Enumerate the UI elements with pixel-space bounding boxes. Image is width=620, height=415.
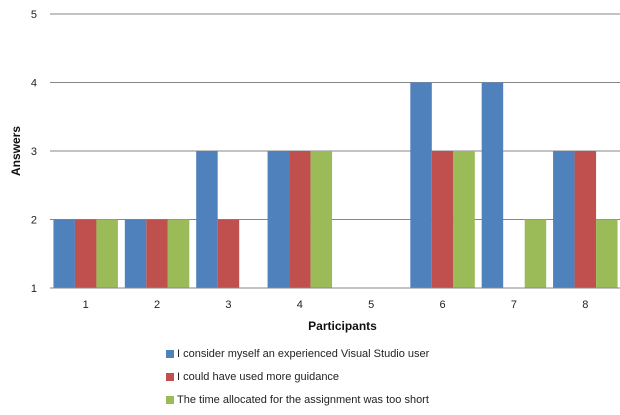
x-tick-label: 4 — [297, 299, 303, 311]
x-tick-label: 8 — [582, 299, 588, 311]
legend-swatch-series-2 — [166, 372, 174, 381]
legend-swatch-series-3 — [166, 395, 174, 404]
y-tick-labels: 1 2 3 4 5 — [31, 9, 37, 295]
x-tick-label: 5 — [368, 299, 374, 311]
bar-series-2-participant-6 — [431, 151, 454, 288]
bar-series-3-participant-4 — [310, 151, 333, 288]
x-tick-label: 7 — [511, 299, 517, 311]
bar-series-1-participant-4 — [267, 151, 290, 288]
bar-series-1-participant-6 — [410, 82, 432, 288]
bar-series-3-participant-2 — [167, 219, 190, 288]
x-tick-label: 2 — [154, 299, 160, 311]
x-tick-label: 6 — [440, 299, 446, 311]
legend-label-series-2: I could have used more guidance — [177, 370, 340, 383]
legend-swatch-series-1 — [166, 349, 174, 358]
bar-series-1-participant-8 — [553, 151, 575, 288]
bar-series-3-participant-1 — [96, 219, 118, 288]
bar-series-1-participant-7 — [481, 82, 504, 288]
bar-series-1-participant-3 — [196, 151, 218, 288]
bar-series-3-participant-6 — [453, 151, 475, 288]
x-tick-labels: 1 2 3 4 5 6 7 8 — [83, 299, 589, 311]
x-tick-label: 3 — [225, 299, 231, 311]
legend-label-series-1: I consider myself an experienced Visual … — [177, 347, 430, 360]
y-tick-label: 1 — [31, 283, 37, 295]
legend-item-series-2: I could have used more guidance — [166, 369, 606, 384]
bar-series-2-participant-1 — [74, 219, 97, 288]
legend-label-series-3: The time allocated for the assignment wa… — [177, 393, 429, 406]
y-tick-label: 5 — [31, 9, 37, 21]
y-tick-label: 4 — [31, 78, 37, 90]
bar-series-2-participant-4 — [289, 151, 311, 288]
y-axis-title: Answers — [9, 126, 23, 176]
bar-series-3-participant-7 — [524, 219, 547, 288]
y-tick-label: 2 — [31, 215, 37, 227]
y-tick-label: 3 — [31, 146, 37, 158]
legend-item-series-3: The time allocated for the assignment wa… — [166, 392, 606, 407]
gridlines — [50, 13, 620, 220]
bar-series-1-participant-2 — [124, 219, 147, 288]
bars — [53, 82, 618, 288]
bar-series-2-participant-2 — [146, 219, 168, 288]
bar-series-2-participant-3 — [217, 219, 240, 288]
bar-series-2-participant-8 — [574, 151, 597, 288]
legend-item-series-1: I consider myself an experienced Visual … — [166, 346, 606, 361]
bar-series-3-participant-8 — [596, 219, 618, 288]
x-axis-title: Participants — [308, 319, 377, 333]
legend: I consider myself an experienced Visual … — [166, 346, 606, 415]
x-tick-label: 1 — [83, 299, 89, 311]
bar-series-1-participant-1 — [53, 219, 75, 288]
